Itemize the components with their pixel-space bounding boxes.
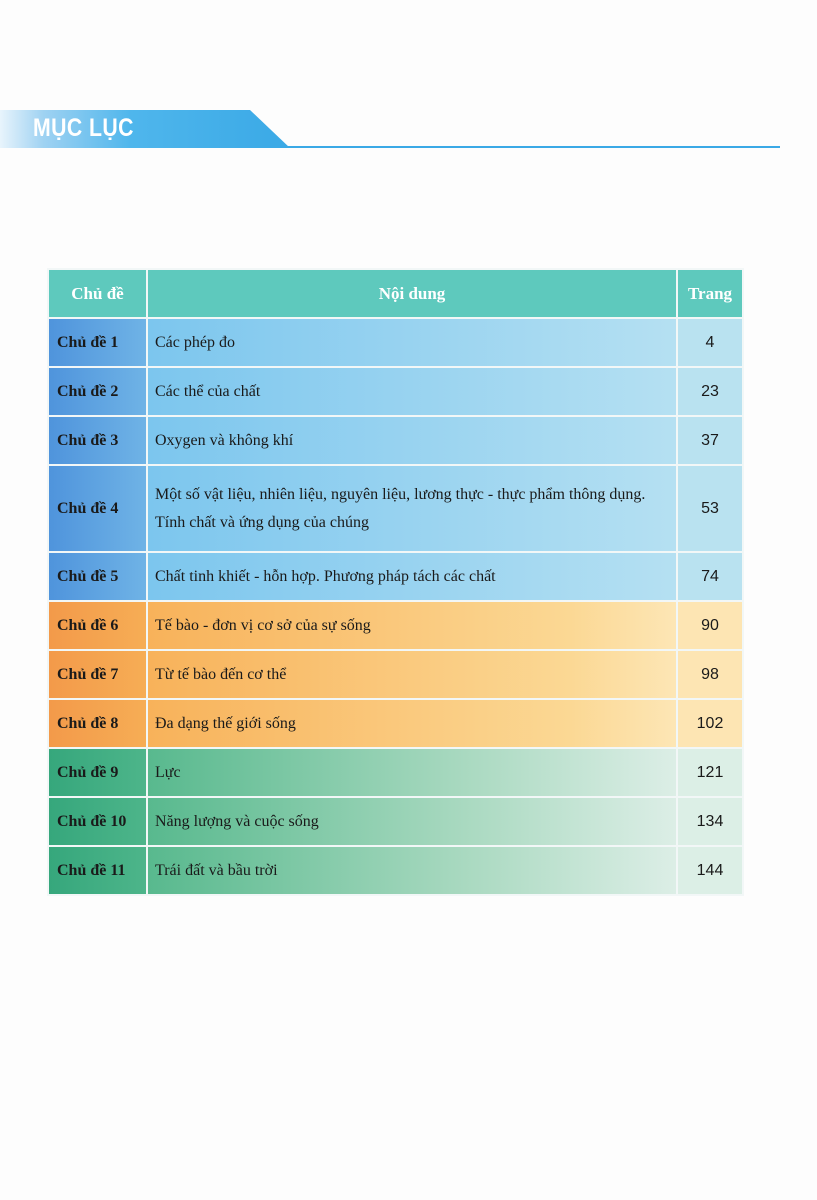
content-text: Các thể của chất [155,382,261,400]
table-row: Chủ đề 3 Oxygen và không khí 37 [47,415,744,466]
table-row: Chủ đề 1 Các phép đo 4 [47,317,744,368]
content-text: Trái đất và bầu trời [155,861,278,879]
content-cell[interactable]: Từ tế bào đến cơ thể [146,649,678,700]
content-cell[interactable]: Các thể của chất [146,366,678,417]
page-number-cell: 53 [676,464,744,553]
page-number-cell: 121 [676,747,744,798]
content-cell[interactable]: Đa dạng thế giới sống [146,698,678,749]
content-text: Năng lượng và cuộc sống [155,812,319,830]
table-row: Chủ đề 7 Từ tế bào đến cơ thể 98 [47,649,744,700]
topic-cell: Chủ đề 9 [47,747,148,798]
page-title: MỤC LỤC [33,114,134,142]
page-number-cell: 144 [676,845,744,896]
topic-cell: Chủ đề 3 [47,415,148,466]
contents-table: Chủ đề Nội dung Trang Chủ đề 1 Các phép … [47,268,744,896]
topic-cell: Chủ đề 10 [47,796,148,847]
table-row: Chủ đề 5 Chất tinh khiết - hỗn hợp. Phươ… [47,551,744,602]
topic-cell: Chủ đề 1 [47,317,148,368]
content-cell[interactable]: Năng lượng và cuộc sống [146,796,678,847]
topic-cell: Chủ đề 4 [47,464,148,553]
page-number-cell: 23 [676,366,744,417]
topic-cell: Chủ đề 8 [47,698,148,749]
content-text: Oxygen và không khí [155,431,294,449]
title-banner [0,110,290,148]
table-row: Chủ đề 11 Trái đất và bầu trời 144 [47,845,744,896]
page-number-cell: 98 [676,649,744,700]
table-row: Chủ đề 4 Một số vật liệu, nhiên liệu, ng… [47,464,744,553]
page-number-cell: 90 [676,600,744,651]
table-row: Chủ đề 6 Tế bào - đơn vị cơ sở của sự số… [47,600,744,651]
header-topic: Chủ đề [47,268,148,319]
table-row: Chủ đề 10 Năng lượng và cuộc sống 134 [47,796,744,847]
page-number-cell: 102 [676,698,744,749]
content-cell[interactable]: Tế bào - đơn vị cơ sở của sự sống [146,600,678,651]
header-content: Nội dung [146,268,678,319]
content-cell[interactable]: Chất tinh khiết - hỗn hợp. Phương pháp t… [146,551,678,602]
content-text: Từ tế bào đến cơ thể [155,665,287,683]
table-row: Chủ đề 9 Lực 121 [47,747,744,798]
content-cell[interactable]: Các phép đo [146,317,678,368]
content-cell[interactable]: Lực [146,747,678,798]
topic-cell: Chủ đề 2 [47,366,148,417]
content-cell[interactable]: Trái đất và bầu trời [146,845,678,896]
topic-cell: Chủ đề 7 [47,649,148,700]
topic-cell: Chủ đề 5 [47,551,148,602]
page-number-cell: 134 [676,796,744,847]
content-text: Đa dạng thế giới sống [155,714,296,732]
topic-cell: Chủ đề 11 [47,845,148,896]
title-rule [280,146,780,148]
page-number-cell: 74 [676,551,744,602]
content-line: Một số vật liệu, nhiên liệu, nguyên liệu… [155,485,646,503]
table-row: Chủ đề 8 Đa dạng thế giới sống 102 [47,698,744,749]
page-number-cell: 4 [676,317,744,368]
content-cell[interactable]: Một số vật liệu, nhiên liệu, nguyên liệu… [146,464,678,553]
content-cell[interactable]: Oxygen và không khí [146,415,678,466]
page-number-cell: 37 [676,415,744,466]
table-row: Chủ đề 2 Các thể của chất 23 [47,366,744,417]
content-text: Lực [155,763,181,781]
topic-cell: Chủ đề 6 [47,600,148,651]
header-page: Trang [676,268,744,319]
content-text: Các phép đo [155,333,235,351]
content-text: Tế bào - đơn vị cơ sở của sự sống [155,616,371,634]
content-line: Tính chất và ứng dụng của chúng [155,513,369,531]
content-text: Chất tinh khiết - hỗn hợp. Phương pháp t… [155,567,496,585]
